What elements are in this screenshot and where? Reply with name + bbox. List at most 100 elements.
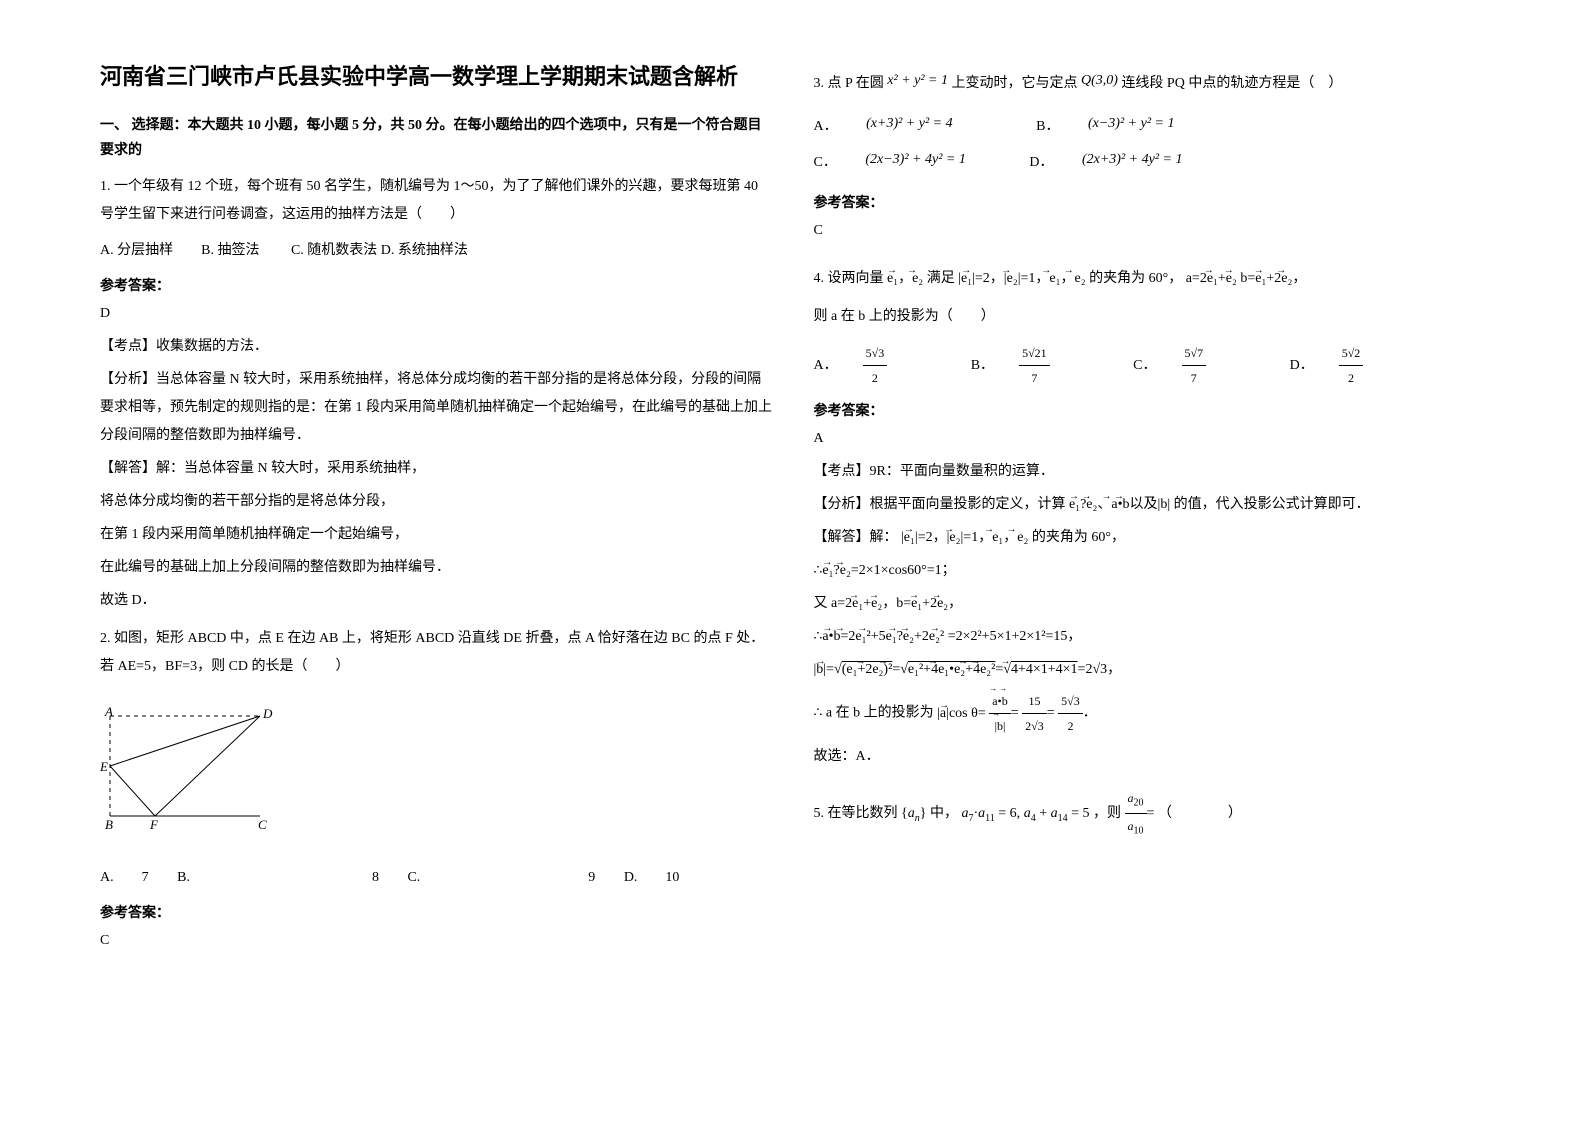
q1-solve2: 将总体分成均衡的若干部分指的是将总体分段， — [100, 488, 774, 516]
q4-solve4: =2×2²+5×1+2×1²=15， — [948, 629, 1082, 644]
figure-label-A: A — [104, 706, 113, 719]
question-1-options: A. 分层抽样 B. 抽签法 C. 随机数表法 D. 系统抽样法 — [100, 237, 774, 265]
q1-solve3: 在第 1 段内采用简单随机抽样确定一个起始编号， — [100, 521, 774, 549]
q4-solve6-prefix: ∴ a 在 b 上的投影为 — [814, 706, 934, 721]
question-2-text: 2. 如图，矩形 ABCD 中，点 E 在边 AB 上，将矩形 ABCD 沿直线… — [100, 625, 774, 681]
q2-optB: B. 8 — [177, 870, 379, 885]
q3-text3: 连线段 PQ 中点的轨迹方程是（ ） — [1121, 76, 1342, 91]
q4-optB-label: B． — [971, 358, 994, 373]
q4-solve-label: 【解答】解： — [814, 530, 898, 545]
q4-solve6-frac1: a•b→ →|b|→ — [989, 689, 1011, 738]
question-2: 2. 如图，矩形 ABCD 中，点 E 在边 AB 上，将矩形 ABCD 沿直线… — [100, 625, 774, 681]
q4-solve3-formula: a=2e₁+e₂，b=e₁+2e₂，→ → → → — [831, 596, 962, 611]
q1-solve1: 【解答】解：当总体容量 N 较大时，采用系统抽样， — [100, 455, 774, 483]
q4-solve-cond: |e₁|=2，|e₂|=1，e₁，e₂→ → → → — [901, 530, 1028, 545]
q4-solve2-line: ∴e₁?e₂→ →=2×1×cos60°=1； — [814, 557, 1488, 585]
q4-e1e2: e₁，e₂→ → — [887, 271, 923, 286]
q4-cond: |e₁|=2，|e₂|=1，e₁，e₂→ → → → — [958, 271, 1085, 286]
q4-solve5-line: |b|=√(e₁+2e₂)²=√e₁²+4e₁•e₂+4e₂²=√4+4×1+4… — [814, 656, 1488, 684]
q4-answer-label: 参考答案： — [814, 400, 1488, 420]
figure-label-B: B — [105, 817, 113, 832]
section-1-header: 一、 选择题：本大题共 10 小题，每小题 5 分，共 50 分。在每小题给出的… — [100, 113, 774, 163]
q3-optC-formula: (2x−3)² + 4y² = 1 — [865, 152, 966, 167]
q4-solve7: 故选：A． — [814, 743, 1488, 771]
q2-optA: A. 7 — [100, 870, 149, 885]
q3-optD-label: D． — [1029, 155, 1053, 170]
q2-optD: D. 10 — [624, 870, 680, 885]
q5-an: {an} — [901, 806, 926, 821]
q3-formula1: x² + y² = 1 — [887, 73, 948, 88]
q1-analysis: 【分析】当总体容量 N 较大时，采用系统抽样，将总体分成均衡的若干部分指的是将总… — [100, 366, 774, 450]
q4-optA-frac: 5√32 — [863, 341, 913, 390]
q4-analysis-text1: 【分析】根据平面向量投影的定义，计算 — [814, 497, 1066, 512]
q3-answer-label: 参考答案： — [814, 192, 1488, 212]
question-3: 3. 点 P 在圆 x² + y² = 1 上变动时，它与定点 Q(3,0) 连… — [814, 70, 1488, 98]
question-1: 1. 一个年级有 12 个班，每个班有 50 名学生，随机编号为 1～50，为了… — [100, 173, 774, 265]
question-4: 4. 设两向量 e₁，e₂→ → 满足 |e₁|=2，|e₂|=1，e₁，e₂→… — [814, 265, 1488, 331]
q4-solve3: 又 — [814, 596, 828, 611]
q4-solve1: 的夹角为 60°， — [1032, 530, 1125, 545]
figure-label-D: D — [262, 706, 273, 721]
q4-solve-header: 【解答】解： |e₁|=2，|e₂|=1，e₁，e₂→ → → → 的夹角为 6… — [814, 524, 1488, 552]
q4-text4: 则 a 在 b 上的投影为（ ） — [814, 303, 1488, 331]
q2-answer-label: 参考答案： — [100, 902, 774, 922]
q4-text1: 4. 设两向量 — [814, 271, 884, 286]
q4-solve4-line: ∴a•b=2e₁²+5e₁?e₂+2e₂²→ → → → → → =2×2²+5… — [814, 623, 1488, 651]
q4-ab: a=2e₁+e₂ b=e₁+2e₂，→ → → → — [1186, 271, 1307, 286]
q4-analysis: 【分析】根据平面向量投影的定义，计算 e₁?e₂、a•b以及|b|→ → → →… — [814, 491, 1488, 519]
q3-optD-formula: (2x+3)² + 4y² = 1 — [1082, 152, 1183, 167]
q5-text2: 中， — [930, 806, 958, 821]
question-1-text: 1. 一个年级有 12 个班，每个班有 50 名学生，随机编号为 1～50，为了… — [100, 173, 774, 229]
q4-optB-frac: 5√217 — [1019, 341, 1075, 390]
q3-formula2: Q(3,0) — [1081, 73, 1118, 88]
figure-label-C: C — [258, 817, 267, 832]
q3-optB-formula: (x−3)² + y² = 1 — [1088, 116, 1175, 131]
q1-solve5: 故选 D． — [100, 587, 774, 615]
q5-frac: a20a10 — [1125, 786, 1147, 842]
q4-optD-frac: 5√22 — [1339, 341, 1389, 390]
q2-figure: A D E B F C — [100, 706, 280, 836]
q5-text3: ，则 — [1093, 806, 1121, 821]
figure-label-E: E — [100, 759, 108, 774]
q1-answer-label: 参考答案： — [100, 275, 774, 295]
q2-answer: C — [100, 927, 774, 955]
q4-optA-label: A． — [814, 358, 838, 373]
q2-optC: C. 9 — [407, 870, 595, 885]
q4-solve6-frac3: 5√32 — [1058, 689, 1083, 738]
document-title: 河南省三门峡市卢氏县实验中学高一数学理上学期期末试题含解析 — [100, 60, 774, 93]
q3-optC-label: C． — [814, 155, 837, 170]
figure-label-F: F — [149, 817, 159, 832]
q1-solve4: 在此编号的基础上加上分段间隔的整倍数即为抽样编号． — [100, 554, 774, 582]
q3-options-row2: C． (2x−3)² + 4y² = 1 D． (2x+3)² + 4y² = … — [814, 149, 1488, 177]
q4-answer: A — [814, 425, 1488, 453]
q1-answer: D — [100, 300, 774, 328]
q4-options: A． 5√32 B． 5√217 C． 5√77 D． 5√22 — [814, 341, 1488, 390]
question-2-options: A. 7 B. 8 C. 9 D. 10 — [100, 864, 774, 892]
q3-answer: C — [814, 217, 1488, 245]
left-column: 河南省三门峡市卢氏县实验中学高一数学理上学期期末试题含解析 一、 选择题：本大题… — [80, 60, 794, 1062]
q4-text2: 满足 — [927, 271, 955, 286]
q4-point: 【考点】9R：平面向量数量积的运算． — [814, 458, 1488, 486]
q4-optD-label: D． — [1290, 358, 1314, 373]
q4-analysis-text2: 的值，代入投影公式计算即可． — [1174, 497, 1370, 512]
q3-options-row1: A． (x+3)² + y² = 4 B． (x−3)² + y² = 1 — [814, 113, 1488, 141]
q1-point: 【考点】收集数据的方法． — [100, 333, 774, 361]
q4-solve2: =2×1×cos60°=1； — [851, 563, 956, 578]
q5-cond: a7·a11 = 6, a4 + a14 = 5 — [961, 806, 1089, 821]
q4-solve6-line: ∴ a 在 b 上的投影为 |a|cos θ=→ a•b→ →|b|→= 152… — [814, 689, 1488, 738]
q4-analysis-formula: e₁?e₂、a•b以及|b|→ → → → → — [1069, 497, 1170, 512]
q4-solve6-frac2: 152√3 — [1022, 689, 1047, 738]
right-column: 3. 点 P 在圆 x² + y² = 1 上变动时，它与定点 Q(3,0) 连… — [794, 60, 1508, 1062]
q3-text2: 上变动时，它与定点 — [952, 76, 1078, 91]
q5-text1: 5. 在等比数列 — [814, 806, 898, 821]
q3-text1: 3. 点 P 在圆 — [814, 76, 884, 91]
q4-optC-frac: 5√77 — [1182, 341, 1232, 390]
q4-solve5-suffix: =2√3， — [1078, 662, 1122, 677]
q3-optB-label: B． — [1036, 119, 1059, 134]
q5-text4: （ ） — [1158, 806, 1242, 821]
q4-solve3-line: 又 a=2e₁+e₂，b=e₁+2e₂，→ → → → — [814, 590, 1488, 618]
q4-text3: 的夹角为 60°， — [1089, 271, 1182, 286]
q4-optC-label: C． — [1133, 358, 1156, 373]
q3-optA-label: A． — [814, 119, 838, 134]
q3-optA-formula: (x+3)² + y² = 4 — [866, 116, 953, 131]
